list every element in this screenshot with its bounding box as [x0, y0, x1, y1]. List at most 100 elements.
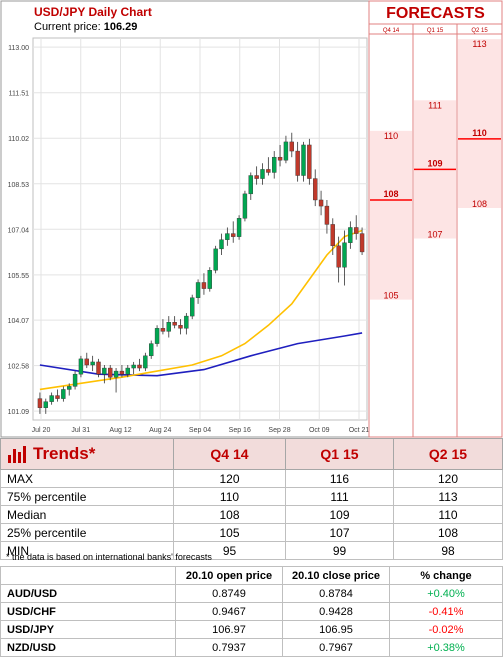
candle-body	[55, 395, 60, 399]
candle-body	[178, 325, 183, 329]
trends-cell: 120	[173, 469, 286, 488]
y-tick-label: 102.58	[8, 364, 30, 371]
fx-pair: AUD/USD	[0, 584, 176, 603]
trends-cell: 99	[285, 541, 394, 560]
trends-footnote: * the data is based on international ban…	[6, 552, 212, 562]
forecast-median-label: 109	[427, 158, 442, 168]
candle-body	[90, 361, 95, 366]
fx-col-close: 20.10 close price	[282, 566, 390, 585]
candle-body	[307, 144, 312, 179]
candle-body	[190, 297, 195, 317]
y-tick-label: 108.53	[8, 182, 30, 189]
fx-pair: USD/CHF	[0, 602, 176, 621]
candle-body	[289, 141, 294, 152]
candle-body	[96, 361, 101, 375]
candle-body	[330, 224, 335, 247]
forecast-median-label: 108	[383, 189, 398, 199]
trends-table: Trends* Q4 14 Q1 15 Q2 15 MAX 120 116 12…	[0, 438, 503, 560]
trends-title: Trends*	[33, 444, 96, 463]
candle-body	[266, 169, 271, 173]
y-tick-label: 111.51	[9, 91, 29, 98]
x-tick-label: Oct 21	[349, 427, 370, 434]
trends-cell: 108	[393, 523, 503, 542]
x-tick-label: Aug 24	[149, 427, 171, 434]
x-tick-label: Jul 31	[71, 427, 90, 434]
candle-body	[160, 328, 166, 332]
candle-body	[260, 169, 265, 179]
y-tick-label: 104.07	[8, 318, 30, 325]
candle-body	[43, 401, 48, 408]
x-tick-label: Oct 09	[309, 427, 330, 434]
forecast-max-label: 113	[472, 39, 486, 49]
fx-open: 106.97	[175, 620, 283, 639]
trends-row-label: 75% percentile	[0, 487, 174, 506]
candle-body	[318, 199, 324, 207]
forecast-min-label: 107	[427, 230, 442, 240]
forecast-min-label: 108	[472, 199, 487, 209]
trends-row: Median 108 109 110	[0, 505, 503, 524]
forecast-range-box	[458, 39, 501, 208]
fx-change: -0.02%	[389, 620, 503, 639]
candle-body	[242, 193, 248, 219]
trends-cell: 109	[285, 505, 394, 524]
y-tick-label: 110.02	[8, 136, 29, 143]
trends-cell: 111	[285, 487, 394, 506]
candle-body	[324, 205, 330, 225]
candle-body	[207, 270, 212, 289]
candle-body	[272, 156, 277, 173]
trends-row-label: Median	[0, 505, 174, 524]
candle-body	[313, 178, 318, 201]
trends-cell: 110	[173, 487, 286, 506]
candle-body	[231, 233, 236, 237]
fx-close: 0.9428	[282, 602, 390, 621]
trends-row-label: 25% percentile	[0, 523, 174, 542]
y-tick-label: 101.09	[8, 409, 30, 416]
usdjpy-chart: USD/JPY Daily Chart Current price: 106.2…	[0, 0, 503, 438]
candle-body	[61, 389, 66, 399]
trends-cell: 120	[393, 469, 503, 488]
candle-body	[143, 355, 148, 369]
fx-row: USD/CHF 0.9467 0.9428 -0.41%	[0, 602, 503, 621]
candle-body	[84, 358, 89, 366]
candle-body	[172, 322, 177, 326]
candle-body	[108, 367, 113, 378]
y-tick-label: 105.55	[8, 273, 30, 280]
bar-chart-icon	[8, 446, 26, 463]
candle-body	[184, 315, 189, 329]
candle-body	[342, 242, 347, 268]
forecast-max-label: 111	[428, 100, 442, 110]
fx-open: 0.8749	[175, 584, 283, 603]
trends-row: MIN 95 99 98	[0, 541, 503, 560]
usdjpy-chart-panel: USD/JPY Daily Chart Current price: 106.2…	[0, 0, 503, 438]
candle-body	[137, 364, 142, 369]
candle-body	[301, 144, 306, 176]
fx-row: AUD/USD 0.8749 0.8784 +0.40%	[0, 584, 503, 603]
candle-body	[125, 367, 130, 375]
candle-body	[254, 175, 259, 179]
candle-body	[336, 245, 341, 268]
chart-title: USD/JPY Daily Chart	[34, 5, 152, 19]
trends-cell: 98	[393, 541, 503, 560]
fx-header-row: 20.10 open price 20.10 close price % cha…	[0, 566, 503, 585]
forecast-range-box	[370, 130, 412, 300]
fx-close: 0.8784	[282, 584, 390, 603]
candle-body	[72, 373, 78, 387]
trends-row-label: MAX	[0, 469, 174, 488]
candle-body	[67, 386, 72, 390]
forecast-column-label: Q1 15	[427, 28, 444, 34]
candle-body	[295, 150, 300, 176]
forecast-column-label: Q4 14	[383, 28, 400, 34]
candle-body	[195, 282, 201, 298]
candle-body	[131, 364, 136, 369]
x-tick-label: Sep 16	[229, 427, 251, 434]
fx-change: -0.41%	[389, 602, 503, 621]
trends-header-row: Trends* Q4 14 Q1 15 Q2 15	[0, 438, 503, 470]
fx-close: 106.95	[282, 620, 390, 639]
forecast-min-label: 105	[383, 291, 398, 301]
fx-close: 0.7967	[282, 638, 390, 657]
forecast-column-label: Q2 15	[471, 28, 488, 34]
fx-open: 0.9467	[175, 602, 283, 621]
y-tick-label: 107.04	[8, 227, 30, 234]
fx-table: 20.10 open price 20.10 close price % cha…	[0, 566, 503, 657]
fx-col-change: % change	[389, 566, 503, 585]
